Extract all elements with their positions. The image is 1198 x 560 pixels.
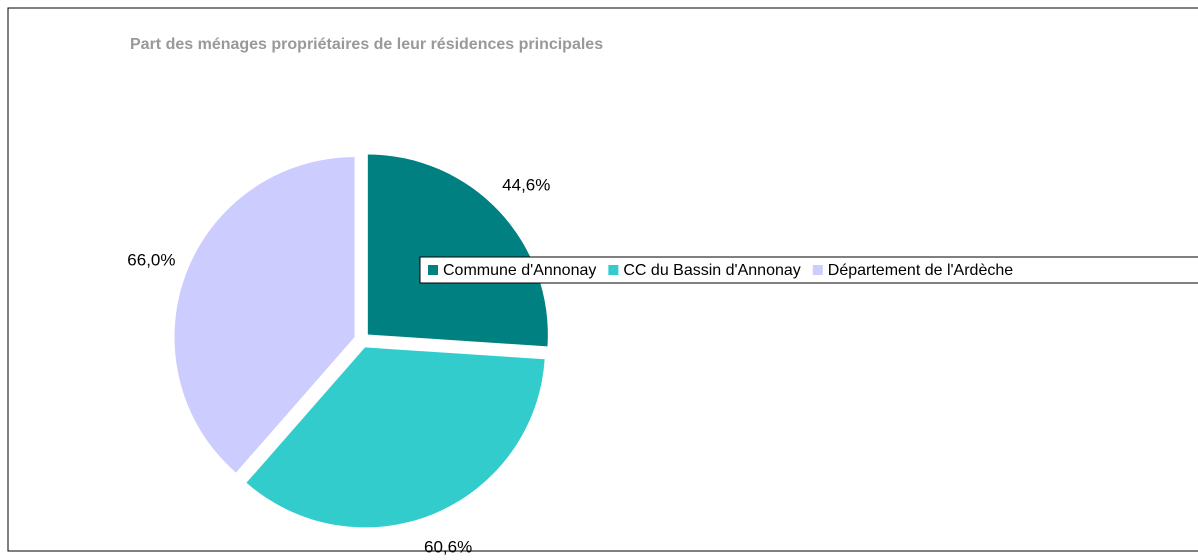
legend-swatch [812, 265, 823, 275]
legend-label: Département de l'Ardèche [828, 262, 1013, 279]
chart-border [7, 7, 1198, 552]
pie-slice [367, 154, 548, 347]
legend: Commune d'Annonay CC du Bassin d'Annonay D… [419, 256, 1198, 284]
data-label: 44,6% [502, 176, 550, 195]
legend-swatch [608, 265, 619, 275]
chart-title: Part des ménages propriétaires de leur r… [130, 36, 603, 53]
legend-box [419, 256, 1198, 284]
pie-slice [174, 157, 355, 473]
legend-label: Commune d'Annonay [443, 262, 596, 279]
legend-label: CC du Bassin d'Annonay [623, 262, 800, 279]
data-label: 66,0% [127, 250, 175, 269]
pie-slice [246, 347, 545, 528]
data-label: 60,6% [424, 537, 472, 556]
legend-swatch [428, 265, 438, 275]
